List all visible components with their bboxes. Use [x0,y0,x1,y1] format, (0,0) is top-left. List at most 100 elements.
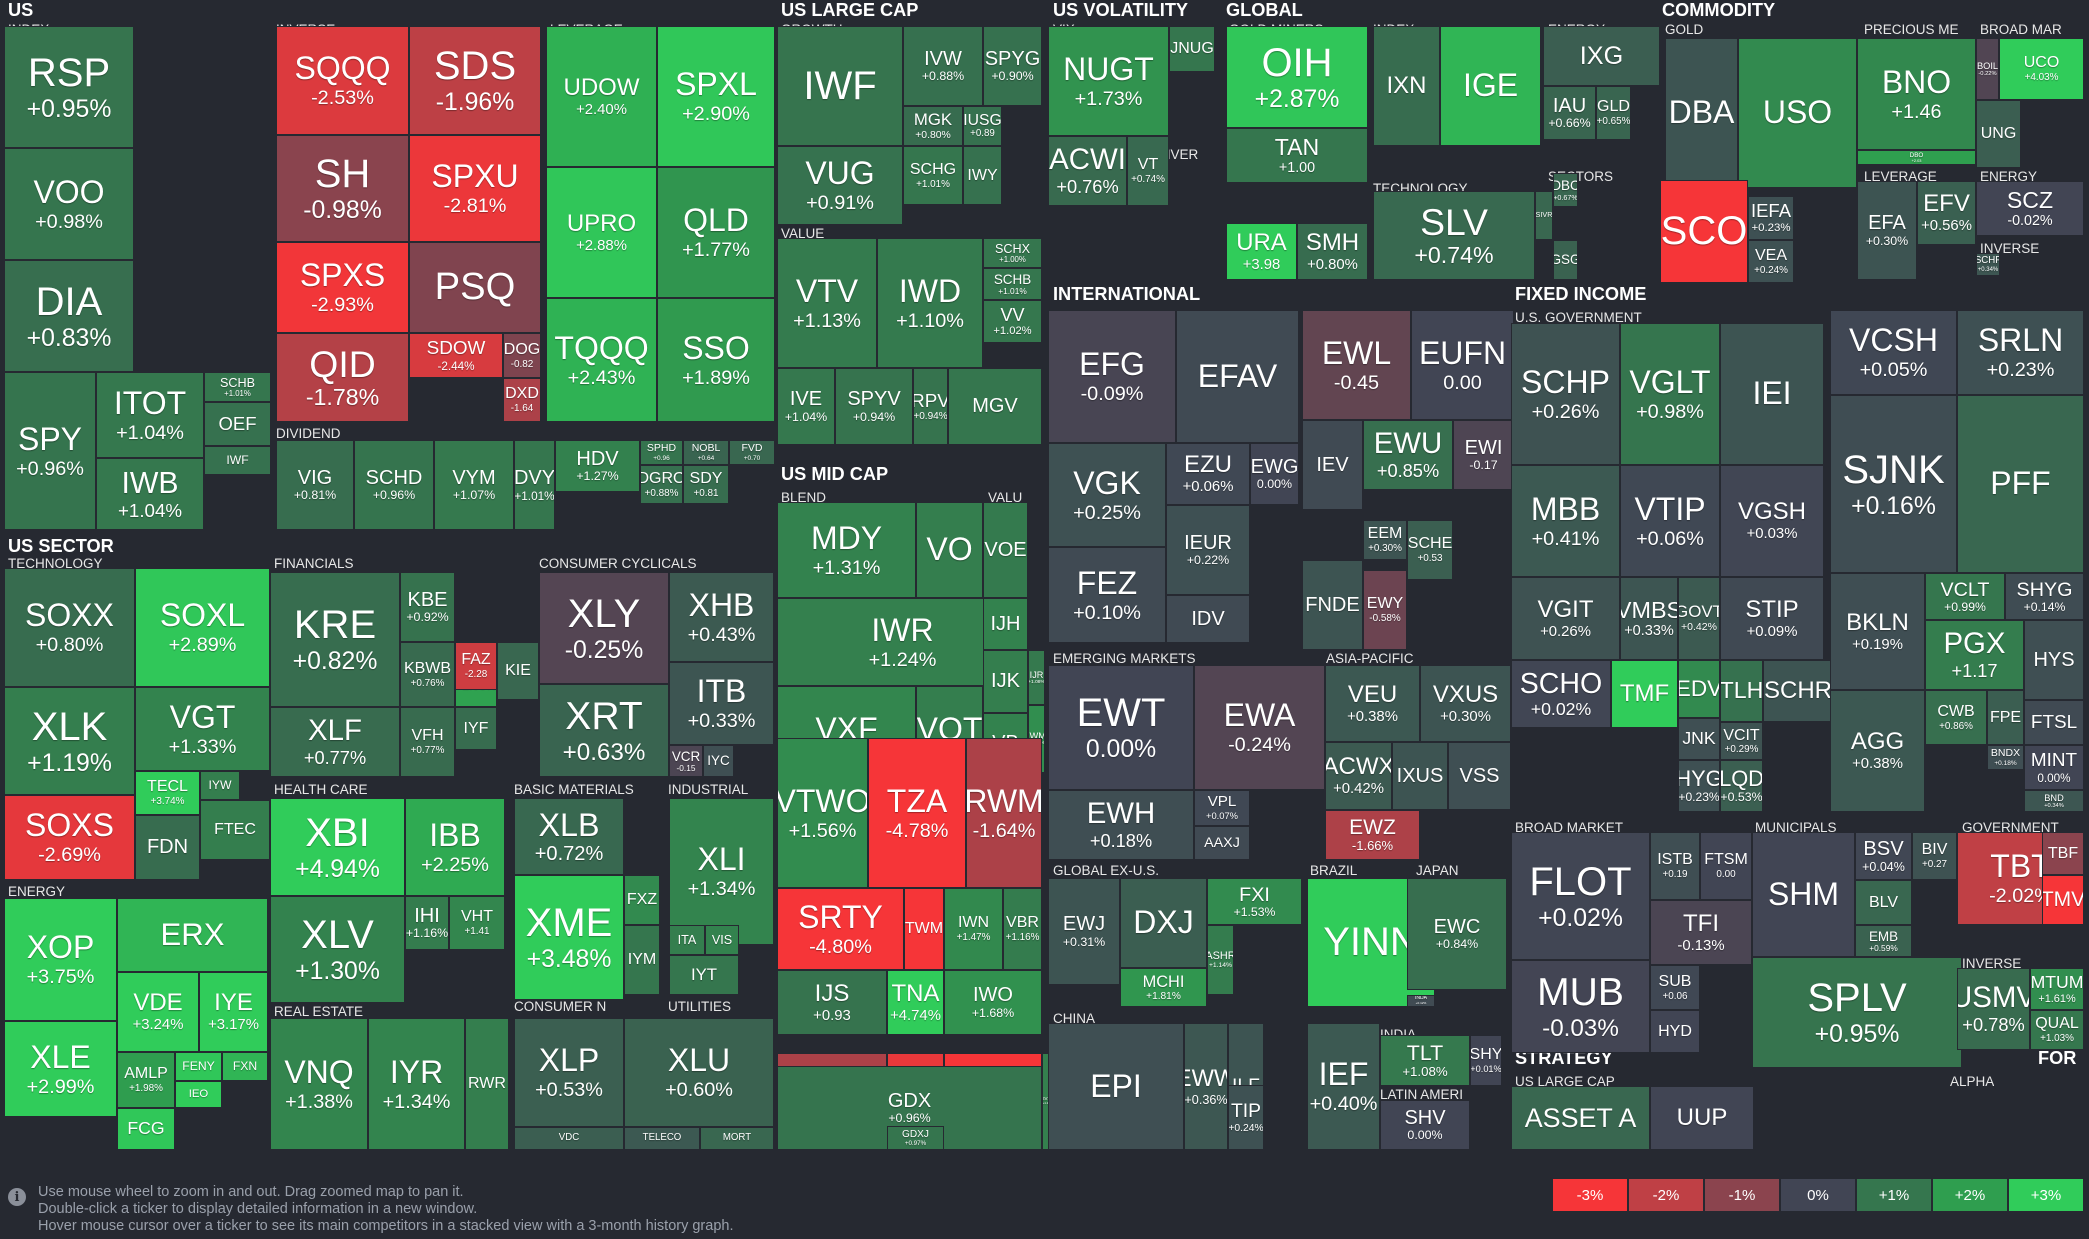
ticker-kie[interactable]: KIE [497,642,539,700]
ticker-ijk[interactable]: IJK [983,650,1028,713]
ticker-nobl[interactable]: NOBL +0.64 [683,440,729,465]
ticker-tip[interactable]: TIP +0.24% [1228,1085,1264,1150]
ticker-xly[interactable]: XLY -0.25% [539,572,669,684]
ticker-vgit[interactable]: VGIT +0.26% [1511,577,1620,660]
ticker-ashr[interactable]: ASHR+1.14% [1207,925,1234,995]
ticker-iyt[interactable]: IYT [669,955,739,995]
ticker-efav[interactable]: EFAV [1176,310,1299,443]
ticker-mgv[interactable]: MGV [948,368,1042,445]
ticker-eww[interactable]: EWW+0.36% [1184,1023,1228,1150]
ticker-tecl[interactable]: TECL +3.74% [135,771,200,815]
ticker-spxu[interactable]: SPXU -2.81% [409,135,541,242]
ticker-tfi[interactable]: TFI -0.13% [1650,900,1752,965]
ticker-iyr[interactable]: IYR +1.34% [368,1018,465,1150]
ticker-edv[interactable]: EDV [1678,660,1720,718]
ticker-shy[interactable]: SHY +0.01% [1470,1035,1502,1086]
ticker-gdxj[interactable]: GDXJ +0.97% [887,1126,944,1150]
ticker-sub[interactable]: SUB +0.06 [1650,965,1700,1010]
ticker-splv[interactable]: SPLV +0.95% [1752,957,1962,1068]
ticker-iwy[interactable]: IWY [963,146,1002,205]
ticker-vtip[interactable]: VTIP +0.06% [1620,465,1720,577]
ticker-vht[interactable]: VHT +1.41 [449,896,505,950]
ticker-oef[interactable]: OEF [204,402,271,446]
ticker-iyw[interactable]: IYW [200,771,240,800]
ticker-vgt[interactable]: VGT +1.33% [135,687,270,771]
ticker-biv[interactable]: BIV +0.27 [1912,832,1957,880]
ticker-bndx[interactable]: BNDX +0.18% [1987,745,2024,770]
ticker-ewy[interactable]: EWY -0.58% [1363,570,1407,650]
ticker-mort[interactable]: MORT [700,1127,774,1150]
ticker-jnk[interactable]: JNK [1678,718,1720,760]
ticker-acwi[interactable]: ACWI +0.76% [1048,136,1127,206]
ticker-uup[interactable]: UUP [1650,1086,1754,1150]
ticker-spyv[interactable]: SPYV +0.94% [835,368,913,445]
ticker-vcit[interactable]: VCIT +0.29% [1720,722,1763,760]
ticker-dvy[interactable]: DVY +1.01% [514,440,555,530]
ticker-ftsl[interactable]: FTSL [2024,700,2084,745]
ticker-ewi[interactable]: EWI -0.17 [1453,420,1514,490]
ticker-ura[interactable]: URA +3.98 [1226,223,1297,280]
ticker-schb[interactable]: SCHB +1.01% [204,372,271,402]
ticker-shyg[interactable]: SHYG +0.14% [2005,573,2084,620]
ticker-xop[interactable]: XOP +3.75% [4,898,117,1021]
ticker-tlt[interactable]: TLT +1.08% [1380,1035,1470,1086]
ticker-ewc[interactable]: EWC +0.84% [1407,878,1507,990]
ticker-eem[interactable]: EEM +0.30% [1363,520,1407,560]
ticker-dxj[interactable]: DXJ [1120,878,1207,968]
legend-zero[interactable]: 0% [1780,1178,1856,1212]
ticker-epi[interactable]: EPI [1048,1023,1184,1150]
ticker-sivr[interactable]: SIVR [1535,191,1553,240]
ticker-sche[interactable]: SCHE +0.53 [1407,520,1453,580]
ticker-vxus[interactable]: VXUS +0.30% [1420,665,1511,742]
ticker-iye[interactable]: IYE +3.17% [199,972,268,1052]
ticker-jnug[interactable]: JNUG [1169,26,1215,72]
ticker-xlf[interactable]: XLF +0.77% [270,707,400,777]
ticker-shm[interactable]: SHM [1752,832,1855,957]
ticker-ixn[interactable]: IXN [1373,26,1440,146]
ticker-ief[interactable]: IEF +0.40% [1307,1023,1380,1150]
legend-minus-3[interactable]: -3% [1552,1178,1628,1212]
ticker-dbc[interactable]: DBC+0.67% [1553,173,1578,207]
ticker-srln[interactable]: SRLN +0.23% [1957,310,2084,395]
ticker-fez[interactable]: FEZ +0.10% [1048,547,1166,643]
ticker-blv[interactable]: BLV [1855,880,1912,925]
ticker-ixus[interactable]: IXUS [1392,742,1448,810]
ticker-erx[interactable]: ERX [117,898,268,972]
ticker-iwd[interactable]: IWD +1.10% [877,238,983,368]
ticker-amlp[interactable]: AMLP +1.98% [117,1052,175,1108]
ticker-rsp[interactable]: RSP +0.95% [4,26,134,148]
ticker-faz[interactable]: FAZ -2.28 [455,642,497,690]
ticker-uco[interactable]: UCO +4.03% [1999,38,2084,100]
ticker-xlu[interactable]: XLU +0.60% [624,1018,774,1127]
ticker-schx[interactable]: SCHX +1.00% [983,238,1042,268]
ticker-ewg[interactable]: EWG 0.00% [1250,443,1299,505]
ticker-xlk[interactable]: XLK +1.19% [4,687,135,795]
ticker-hyd[interactable]: HYD [1650,1010,1700,1053]
ticker-feny[interactable]: FENY [175,1052,222,1081]
ticker-xlp[interactable]: XLP +0.53% [514,1018,624,1127]
ticker-ijh[interactable]: IJH [983,598,1028,650]
ticker-rwm[interactable]: RWM -1.64% [966,738,1042,888]
ticker-vclt[interactable]: VCLT +0.99% [1925,573,2005,620]
ticker-ewj[interactable]: EWJ +0.31% [1048,878,1120,985]
ticker-fvd[interactable]: FVD +0.70 [729,440,775,465]
ticker-ewh[interactable]: EWH +0.18% [1048,790,1194,860]
ticker-iwb[interactable]: IWB +1.04% [96,458,204,530]
ticker-pff[interactable]: PFF [1957,395,2084,573]
ticker-mub[interactable]: MUB -0.03% [1511,960,1650,1053]
ticker-psq[interactable]: PSQ [409,242,541,333]
ticker-scz[interactable]: SCZ -0.02% [1976,181,2084,236]
ticker-vpl[interactable]: VPL +0.07% [1194,790,1250,826]
ticker-idv[interactable]: IDV [1166,595,1250,643]
ticker-vt[interactable]: VT +0.74% [1127,136,1169,206]
ticker-veu[interactable]: VEU +0.38% [1325,665,1420,742]
ticker-xli[interactable]: XLI +1.34% [669,798,774,945]
ticker-srty[interactable]: SRTY -4.80% [777,888,904,970]
ticker-udow[interactable]: UDOW +2.40% [546,26,657,167]
ticker-vmbs[interactable]: VMBS+0.33% [1620,577,1678,660]
ticker-fpe[interactable]: FPE [1987,690,2024,745]
legend-plus-1[interactable]: +1% [1856,1178,1932,1212]
ticker-vea[interactable]: VEA +0.24% [1748,240,1794,283]
ticker-hdv[interactable]: HDV +1.27% [555,440,640,492]
